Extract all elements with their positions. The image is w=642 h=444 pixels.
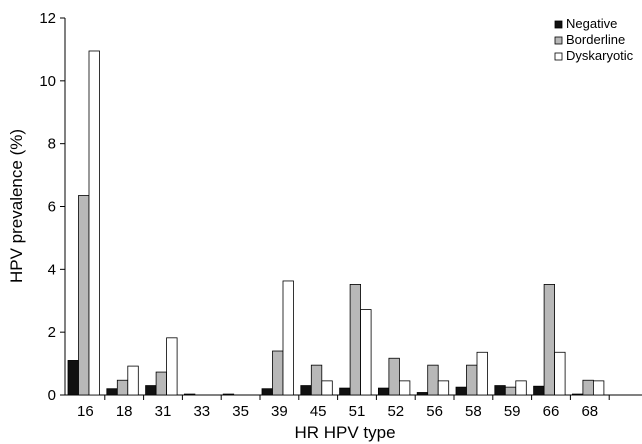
y-tick-label: 0 xyxy=(48,387,56,404)
bar-borderline-51 xyxy=(349,284,362,396)
bar-borderline-58 xyxy=(466,364,478,396)
x-tick-label: 52 xyxy=(387,403,404,420)
bar-negative-58 xyxy=(455,386,467,396)
bar-dyskaryotic-16 xyxy=(88,50,100,396)
legend-label-negative: Negative xyxy=(566,16,617,31)
x-tick-label: 56 xyxy=(426,403,443,420)
x-tick-label: 59 xyxy=(504,403,521,420)
y-tick-label: 10 xyxy=(39,73,56,90)
bar-borderline-39 xyxy=(272,350,284,396)
bar-negative-45 xyxy=(300,385,312,396)
bar-borderline-68 xyxy=(582,379,594,396)
bar-dyskaryotic-58 xyxy=(476,351,488,396)
y-tick-label: 12 xyxy=(39,10,56,27)
x-tick-label: 18 xyxy=(116,403,133,420)
bar-dyskaryotic-59 xyxy=(515,380,527,396)
bar-negative-66 xyxy=(533,385,545,396)
bar-negative-59 xyxy=(494,385,506,396)
bar-negative-31 xyxy=(145,385,157,396)
y-axis: 0 2 4 6 8 10 12 xyxy=(39,10,66,404)
bar-negative-68 xyxy=(572,393,584,396)
bar-dyskaryotic-51 xyxy=(360,309,372,396)
bar-borderline-59 xyxy=(504,386,517,396)
bar-dyskaryotic-18 xyxy=(127,365,139,396)
bar-negative-39 xyxy=(261,388,273,396)
x-tick-label: 68 xyxy=(581,403,598,420)
legend-swatch-negative xyxy=(554,20,563,29)
bar-dyskaryotic-45 xyxy=(321,380,333,396)
legend-swatch-dyskaryotic xyxy=(554,52,563,61)
y-tick-label: 2 xyxy=(48,324,56,341)
bar-borderline-56 xyxy=(427,364,439,396)
bar-negative-16 xyxy=(67,360,79,396)
x-axis-title: HR HPV type xyxy=(294,423,395,442)
bar-dyskaryotic-66 xyxy=(554,351,566,396)
bar-negative-35 xyxy=(222,393,235,396)
x-tick-label: 31 xyxy=(155,403,172,420)
legend-label-borderline: Borderline xyxy=(566,32,625,47)
bar-negative-56 xyxy=(416,392,429,396)
bar-borderline-16 xyxy=(78,195,90,396)
bar-borderline-66 xyxy=(543,284,555,396)
bar-negative-51 xyxy=(339,387,351,396)
bar-borderline-18 xyxy=(116,379,129,396)
y-tick-label: 4 xyxy=(48,261,56,278)
x-tick-label: 58 xyxy=(465,403,482,420)
bar-negative-18 xyxy=(106,388,118,396)
bar-dyskaryotic-68 xyxy=(593,380,605,396)
x-tick-label: 35 xyxy=(232,403,249,420)
x-tick-label: 51 xyxy=(349,403,366,420)
bar-dyskaryotic-56 xyxy=(437,380,450,396)
x-tick-label: 66 xyxy=(543,403,560,420)
x-tick-label: 16 xyxy=(77,403,94,420)
bar-dyskaryotic-31 xyxy=(166,337,178,396)
bar-borderline-52 xyxy=(388,357,400,396)
x-tick-label: 33 xyxy=(193,403,210,420)
bar-negative-33 xyxy=(183,393,196,396)
y-tick-label: 8 xyxy=(48,136,56,153)
y-axis-title: HPV prevalence (%) xyxy=(7,129,26,283)
legend-swatch-borderline xyxy=(554,36,563,45)
legend-label-dyskaryotic: Dyskaryotic xyxy=(566,48,634,63)
bar-dyskaryotic-39 xyxy=(282,280,294,396)
x-tick-label: 45 xyxy=(310,403,327,420)
bars xyxy=(67,50,605,396)
bar-borderline-31 xyxy=(155,371,168,396)
x-tick-label: 39 xyxy=(271,403,288,420)
x-axis: 16 18 31 33 35 39 45 51 52 56 58 59 66 68 xyxy=(65,394,642,420)
bar-negative-52 xyxy=(377,387,390,396)
bar-dyskaryotic-52 xyxy=(398,380,411,396)
y-tick-label: 6 xyxy=(48,199,56,216)
bar-borderline-45 xyxy=(310,364,323,396)
